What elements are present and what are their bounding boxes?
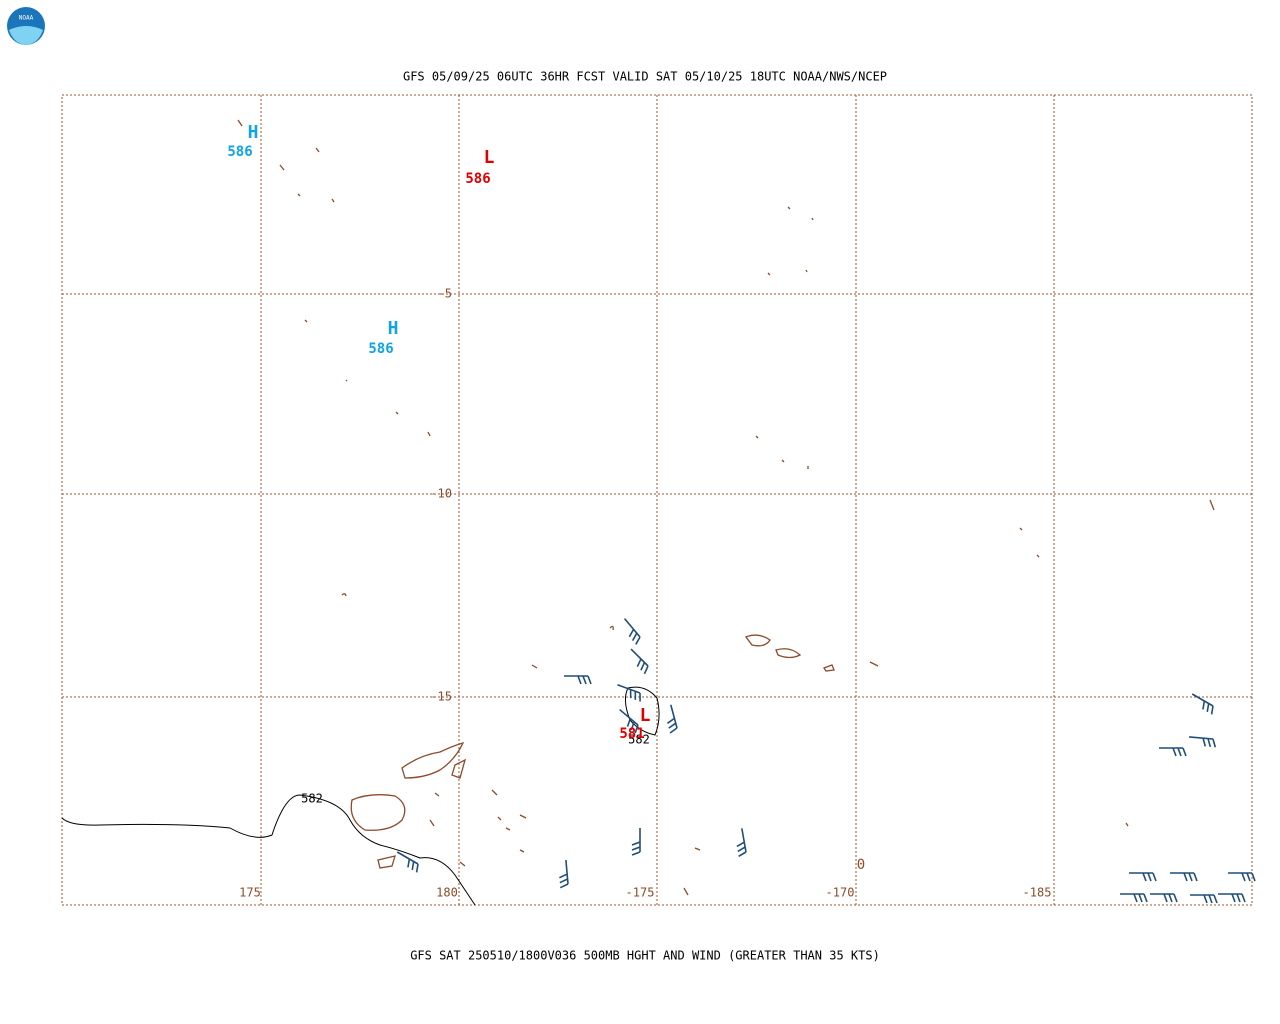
coastlines: [237, 119, 1215, 896]
center-value: 586: [368, 341, 393, 357]
wind-barbs: [392, 617, 1256, 904]
map-title: GFS 05/09/25 06UTC 36HR FCST VALID SAT 0…: [403, 70, 887, 84]
lon-label: -170: [826, 886, 855, 900]
contours: [61, 686, 660, 906]
map-footer: GFS SAT 250510/1800V036 500MB HGHT AND W…: [410, 949, 880, 963]
center-value: 581: [619, 726, 644, 742]
noaa-logo[interactable]: NOAA: [7, 7, 45, 45]
center-symbol: H: [388, 318, 399, 339]
lat-label: -5: [438, 287, 452, 301]
contour-label: 582: [301, 792, 323, 806]
logo-text: NOAA: [19, 15, 34, 22]
lat-label: -15: [430, 690, 452, 704]
lon-label: 180: [436, 886, 458, 900]
stray-label: 0: [857, 857, 865, 873]
center-symbol: L: [640, 705, 651, 726]
lon-label: -175: [626, 886, 655, 900]
graticule: [61, 94, 1253, 906]
contour-label: 582: [628, 733, 650, 747]
center-value: 586: [227, 144, 252, 160]
lat-label: -10: [430, 487, 452, 501]
lon-label: -185: [1023, 886, 1052, 900]
center-value: 586: [465, 171, 490, 187]
center-symbol: L: [484, 147, 495, 168]
lon-label: 175: [239, 886, 261, 900]
center-symbol: H: [248, 122, 259, 143]
